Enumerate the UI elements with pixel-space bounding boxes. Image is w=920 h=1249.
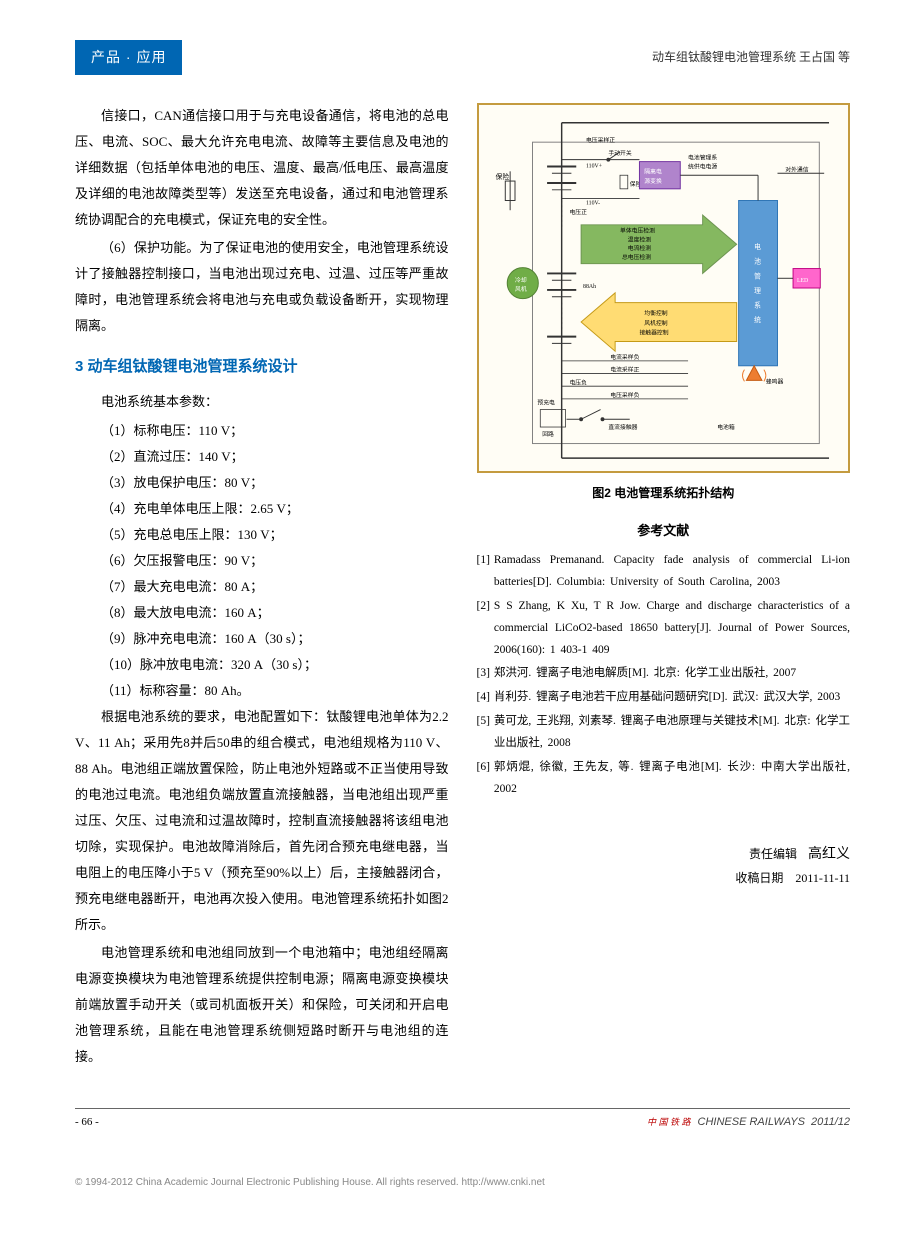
svg-text:电: 电 bbox=[754, 242, 761, 251]
reference-item: [2] S S Zhang, K Xu, T R Jow. Charge and … bbox=[477, 596, 851, 662]
page-footer: - 66 - 中 国 铁 路 CHINESE RAILWAYS 2011/12 bbox=[75, 1108, 850, 1133]
param-line: （1）标称电压：110 V； bbox=[75, 418, 449, 444]
body-paragraph: 根据电池系统的要求，电池配置如下：钛酸锂电池单体为2.2 V、11 Ah；采用先… bbox=[75, 704, 449, 938]
param-line: （7）最大充电电流：80 A； bbox=[75, 574, 449, 600]
ext-comm-label: 对外通信 bbox=[785, 166, 808, 174]
reference-text: 肖利芬. 锂离子电池若干应用基础问题研究[D]. 武汉: 武汉大学, 2003 bbox=[494, 687, 850, 709]
fuse-label: 保险 bbox=[495, 172, 509, 181]
svg-text:温度检测: 温度检测 bbox=[627, 236, 650, 244]
buzzer-label: 蜂鸣器 bbox=[765, 377, 783, 385]
svg-text:池: 池 bbox=[754, 257, 761, 266]
svg-text:源变换: 源变换 bbox=[644, 177, 662, 185]
editor-label: 责任编辑 bbox=[749, 847, 797, 861]
svg-text:回路: 回路 bbox=[542, 430, 554, 438]
body-paragraph: 信接口，CAN通信接口用于与充电设备通信，将电池的总电压、电流、SOC、最大允许… bbox=[75, 103, 449, 233]
reference-number: [5] bbox=[477, 711, 490, 755]
svg-text:均衡控制: 均衡控制 bbox=[644, 309, 667, 317]
dc-contactor-label: 直流接触器 bbox=[608, 423, 637, 431]
page-header: 产品 · 应用 动车组钛酸锂电池管理系统 王占国 等 bbox=[75, 40, 850, 75]
reference-item: [6] 郭炳焜, 徐徽, 王先友, 等. 锂离子电池[M]. 长沙: 中南大学出版… bbox=[477, 757, 851, 801]
running-title: 动车组钛酸锂电池管理系统 王占国 等 bbox=[652, 47, 850, 69]
bms-power-label-1: 电池管理系 bbox=[688, 154, 717, 162]
capacity-label: 88Ah bbox=[583, 284, 596, 290]
manual-switch-label: 手动开关 bbox=[608, 149, 631, 157]
voltage-neg-label: 电压负 bbox=[569, 378, 587, 386]
reference-number: [3] bbox=[477, 663, 490, 685]
svg-text:系: 系 bbox=[754, 301, 761, 310]
param-line: （11）标称容量：80 Ah。 bbox=[75, 678, 449, 704]
svg-text:冷却: 冷却 bbox=[515, 276, 527, 284]
param-line: （4）充电单体电压上限：2.65 V； bbox=[75, 496, 449, 522]
reference-text: Ramadass Premanand. Capacity fade analys… bbox=[494, 550, 850, 594]
svg-text:统供电电源: 统供电电源 bbox=[688, 163, 717, 171]
svg-text:接触器控制: 接触器控制 bbox=[639, 329, 668, 337]
param-line: （3）放电保护电压：80 V； bbox=[75, 470, 449, 496]
reference-number: [4] bbox=[477, 687, 490, 709]
svg-text:理: 理 bbox=[754, 287, 761, 295]
reference-item: [5] 黄可龙, 王兆翔, 刘素琴. 锂离子电池原理与关键技术[M]. 北京: 化… bbox=[477, 711, 851, 755]
svg-text:预充电: 预充电 bbox=[537, 399, 555, 407]
param-line: （8）最大放电电流：160 A； bbox=[75, 600, 449, 626]
journal-issue: 2011/12 bbox=[811, 1116, 850, 1128]
right-column: 保险 保险 隔离电 源变换 电压采样正 手动开关 bbox=[477, 103, 851, 1071]
references-title: 参考文献 bbox=[477, 519, 851, 542]
body-paragraph: （6）保护功能。为了保证电池的使用安全，电池管理系统设计了接触器控制接口，当电池… bbox=[75, 235, 449, 339]
params-list: （1）标称电压：110 V；（2）直流过压：140 V；（3）放电保护电压：80… bbox=[75, 418, 449, 704]
param-intro: 电池系统基本参数： bbox=[75, 390, 449, 413]
cur-sample-pos-label: 电流采样正 bbox=[610, 366, 639, 374]
svg-text:风机: 风机 bbox=[515, 285, 527, 293]
param-line: （9）脉冲充电电流：160 A（30 s）； bbox=[75, 626, 449, 652]
vsample-pos-label: 电压采样正 bbox=[585, 136, 614, 144]
svg-text:总电压检测: 总电压检测 bbox=[621, 253, 650, 261]
svg-text:统: 统 bbox=[754, 315, 761, 324]
vsample-neg-label: 电压采样负 bbox=[610, 391, 639, 399]
param-line: （6）欠压报警电压：90 V； bbox=[75, 548, 449, 574]
section-tab: 产品 · 应用 bbox=[75, 40, 182, 75]
voltage-pos-label: 电压正 bbox=[569, 208, 587, 216]
110v-plus-label: 110V+ bbox=[585, 164, 601, 170]
reference-number: [1] bbox=[477, 550, 490, 594]
section-3-title: 3 动车组钛酸锂电池管理系统设计 bbox=[75, 353, 449, 380]
figure-2-caption: 图2 电池管理系统拓扑结构 bbox=[477, 483, 851, 505]
editor-name: 高红义 bbox=[808, 845, 850, 861]
param-line: （10）脉冲放电电流：320 A（30 s）； bbox=[75, 652, 449, 678]
reference-item: [4] 肖利芬. 锂离子电池若干应用基础问题研究[D]. 武汉: 武汉大学, 20… bbox=[477, 687, 851, 709]
svg-text:风机控制: 风机控制 bbox=[644, 319, 667, 327]
reference-number: [2] bbox=[477, 596, 490, 662]
svg-text:单体电压检测: 单体电压检测 bbox=[620, 227, 655, 235]
date-value: 2011-11-11 bbox=[795, 871, 850, 885]
param-line: （5）充电总电压上限：130 V； bbox=[75, 522, 449, 548]
left-column: 信接口，CAN通信接口用于与充电设备通信，将电池的总电压、电流、SOC、最大允许… bbox=[75, 103, 449, 1071]
svg-text:电流检测: 电流检测 bbox=[627, 244, 650, 252]
svg-text:管: 管 bbox=[754, 271, 761, 280]
led-label: LED bbox=[796, 278, 807, 284]
reference-text: S S Zhang, K Xu, T R Jow. Charge and dis… bbox=[494, 596, 850, 662]
references-list: [1] Ramadass Premanand. Capacity fade ana… bbox=[477, 550, 851, 800]
bms-topology-svg: 保险 保险 隔离电 源变换 电压采样正 手动开关 bbox=[487, 113, 841, 463]
editor-block: 责任编辑 高红义 收稿日期 2011-11-11 bbox=[477, 840, 851, 889]
reference-text: 郭炳焜, 徐徽, 王先友, 等. 锂离子电池[M]. 长沙: 中南大学出版社, … bbox=[494, 757, 850, 801]
date-label: 收稿日期 bbox=[735, 871, 783, 885]
iso-power-label: 隔离电 bbox=[644, 167, 662, 175]
journal-en: CHINESE RAILWAYS bbox=[698, 1116, 805, 1128]
page-number: - 66 - bbox=[75, 1113, 99, 1133]
110v-minus-label: 110V- bbox=[585, 201, 599, 207]
journal-cn: 中 国 铁 路 bbox=[647, 1117, 691, 1127]
figure-2-diagram: 保险 保险 隔离电 源变换 电压采样正 手动开关 bbox=[477, 103, 851, 473]
reference-item: [3] 郑洪河. 锂离子电池电解质[M]. 北京: 化学工业出版社, 2007 bbox=[477, 663, 851, 685]
body-paragraph: 电池管理系统和电池组同放到一个电池箱中；电池组经隔离电源变换模块为电池管理系统提… bbox=[75, 940, 449, 1070]
cur-sample-neg-label: 电流采样负 bbox=[610, 353, 639, 361]
reference-text: 黄可龙, 王兆翔, 刘素琴. 锂离子电池原理与关键技术[M]. 北京: 化学工业… bbox=[494, 711, 850, 755]
reference-item: [1] Ramadass Premanand. Capacity fade ana… bbox=[477, 550, 851, 594]
reference-number: [6] bbox=[477, 757, 490, 801]
battery-box-label: 电池箱 bbox=[717, 423, 735, 431]
param-line: （2）直流过压：140 V； bbox=[75, 444, 449, 470]
reference-text: 郑洪河. 锂离子电池电解质[M]. 北京: 化学工业出版社, 2007 bbox=[494, 663, 850, 685]
copyright-line: © 1994-2012 China Academic Journal Elect… bbox=[0, 1172, 920, 1192]
